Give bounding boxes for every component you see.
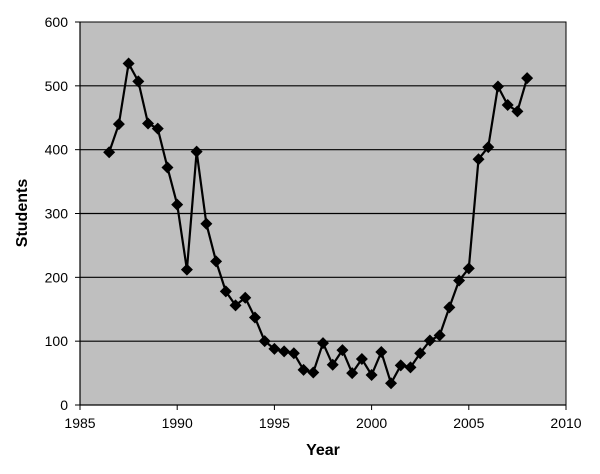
x-tick-label-2010: 2010 bbox=[550, 415, 581, 431]
series-0-line bbox=[108, 62, 529, 385]
data-point-29 bbox=[385, 377, 398, 390]
data-point-39 bbox=[482, 141, 495, 154]
series-line bbox=[108, 62, 529, 385]
data-point-14 bbox=[239, 291, 252, 304]
y-tick-label-500: 500 bbox=[45, 78, 69, 94]
data-point-5 bbox=[151, 122, 164, 135]
data-point-16 bbox=[258, 335, 271, 348]
y-axis-title: Students bbox=[14, 179, 31, 248]
data-point-2 bbox=[122, 57, 135, 70]
x-axis-title: Year bbox=[306, 442, 340, 459]
y-tick-label-0: 0 bbox=[60, 397, 68, 413]
data-point-38 bbox=[472, 153, 485, 166]
data-points bbox=[103, 57, 534, 390]
x-tick-label-1995: 1995 bbox=[259, 415, 290, 431]
data-point-4 bbox=[142, 117, 155, 130]
data-point-22 bbox=[317, 337, 329, 350]
data-point-27 bbox=[365, 368, 378, 381]
data-point-3 bbox=[132, 75, 145, 88]
y-tick-labels: 0 100 200 300 400 500 600 bbox=[45, 14, 69, 413]
data-point-11 bbox=[210, 255, 223, 268]
data-point-6 bbox=[161, 161, 174, 174]
data-point-20 bbox=[297, 363, 310, 376]
data-point-35 bbox=[443, 301, 456, 314]
data-point-40 bbox=[491, 80, 504, 93]
data-point-17 bbox=[268, 342, 281, 355]
x-tick-labels: 1985 1990 1995 2000 2005 2010 bbox=[64, 415, 581, 431]
data-point-33 bbox=[423, 334, 436, 347]
y-tick-label-200: 200 bbox=[45, 269, 69, 285]
data-point-23 bbox=[326, 358, 339, 371]
data-point-7 bbox=[171, 198, 184, 211]
data-point-31 bbox=[404, 361, 417, 374]
data-point-28 bbox=[375, 346, 388, 359]
data-point-34 bbox=[433, 329, 446, 342]
data-point-15 bbox=[248, 311, 261, 324]
data-point-18 bbox=[278, 345, 291, 358]
data-point-30 bbox=[394, 359, 407, 372]
data-point-24 bbox=[336, 344, 349, 357]
data-point-32 bbox=[414, 347, 427, 360]
data-point-13 bbox=[229, 299, 242, 312]
data-point-26 bbox=[355, 353, 368, 366]
data-point-43 bbox=[521, 72, 534, 85]
data-point-25 bbox=[346, 367, 359, 380]
x-tick-label-2005: 2005 bbox=[453, 415, 484, 431]
y-tick-label-300: 300 bbox=[45, 206, 69, 222]
axes bbox=[75, 21, 567, 410]
data-point-10 bbox=[200, 217, 213, 230]
data-point-21 bbox=[307, 366, 320, 379]
data-point-1 bbox=[112, 118, 125, 131]
data-point-9 bbox=[190, 145, 203, 158]
data-point-0 bbox=[103, 146, 116, 159]
x-tick-label-1990: 1990 bbox=[162, 415, 193, 431]
data-point-12 bbox=[219, 285, 232, 298]
gridlines bbox=[80, 85, 566, 342]
x-tick-label-2000: 2000 bbox=[356, 415, 387, 431]
data-point-41 bbox=[501, 98, 514, 111]
data-point-37 bbox=[462, 262, 475, 275]
y-tick-label-100: 100 bbox=[45, 333, 69, 349]
data-point-8 bbox=[180, 263, 193, 276]
data-point-42 bbox=[511, 105, 524, 118]
data-point-19 bbox=[287, 347, 300, 360]
data-point-36 bbox=[453, 274, 466, 287]
y-tick-label-400: 400 bbox=[45, 142, 69, 158]
y-tick-label-600: 600 bbox=[45, 14, 69, 30]
x-tick-label-1985: 1985 bbox=[64, 415, 95, 431]
